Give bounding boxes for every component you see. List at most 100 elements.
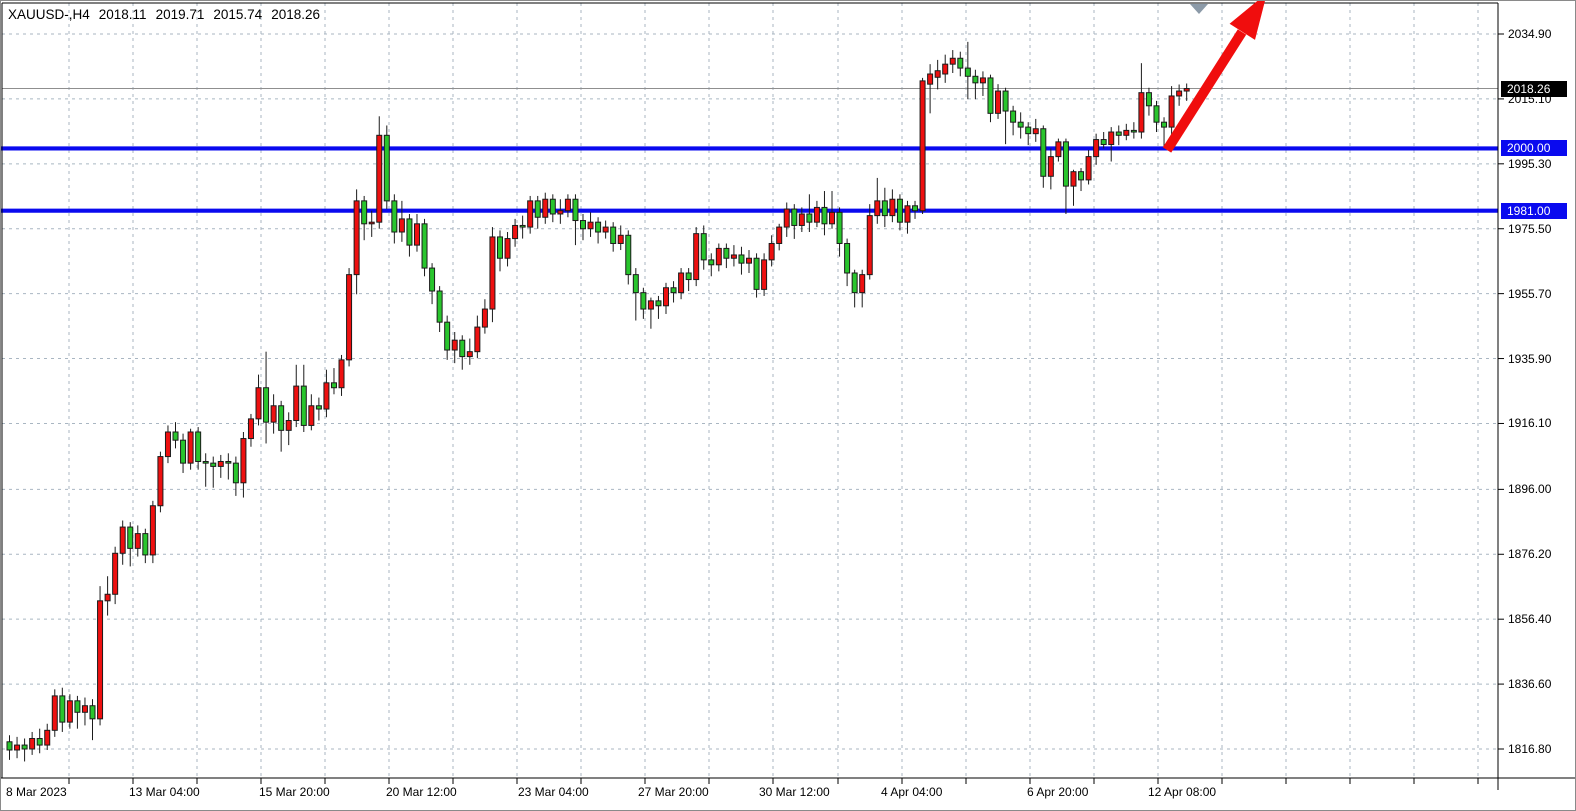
- candle-body: [942, 63, 949, 75]
- candle-body: [330, 382, 337, 389]
- chart-shift-marker-icon[interactable]: [1190, 4, 1208, 14]
- candle-body: [300, 385, 307, 426]
- candle-body: [753, 257, 760, 290]
- price-tick-label: 1876.20: [1508, 547, 1552, 562]
- candle-body: [59, 695, 66, 723]
- candle-body: [14, 744, 21, 751]
- candle-body: [1130, 129, 1137, 133]
- plot-background[interactable]: [2, 3, 1498, 778]
- candle-body: [549, 198, 556, 215]
- candle-body: [489, 236, 496, 310]
- price-tick-label: 1836.60: [1508, 677, 1552, 692]
- candle-body: [602, 226, 609, 233]
- candle-body: [29, 738, 36, 750]
- candle-body: [240, 438, 247, 484]
- price-tick-label: 2034.90: [1508, 27, 1552, 41]
- trend-arrow-head[interactable]: [1229, 1, 1267, 40]
- candle-body: [119, 526, 126, 554]
- candle-body: [738, 254, 745, 264]
- candle-body: [708, 259, 715, 266]
- time-axis[interactable]: 8 Mar 2023 13 Mar 04:00 15 Mar 20:00 20 Mar…: [1, 779, 1575, 810]
- candle-body: [1062, 141, 1069, 187]
- candle-body: [829, 211, 836, 225]
- candle-body: [44, 729, 51, 746]
- candle-body: [979, 77, 986, 84]
- candle-body: [164, 431, 171, 458]
- candle-body: [293, 385, 300, 422]
- candle-body: [791, 208, 798, 226]
- candle-body: [1100, 139, 1107, 145]
- price-tick-label: 1975.50: [1508, 221, 1552, 236]
- candle-body: [504, 238, 511, 259]
- candle-body: [693, 233, 700, 281]
- candle-body: [398, 218, 405, 233]
- candle-body: [187, 431, 194, 464]
- candle-body: [783, 208, 790, 228]
- candle-body: [323, 382, 330, 410]
- candle-body: [104, 593, 111, 602]
- resistance-price-tag-2000: 2000.00: [1501, 140, 1567, 157]
- time-tick-label: 13 Mar 04:00: [129, 785, 200, 799]
- candle-body: [1010, 110, 1017, 123]
- candle-body: [1123, 129, 1130, 136]
- candle-body: [1085, 156, 1092, 181]
- candle-body: [625, 234, 632, 276]
- candle-body: [459, 339, 466, 358]
- candle-body: [700, 233, 707, 261]
- candle-body: [678, 272, 685, 294]
- candle-body: [949, 57, 956, 65]
- candle-body: [730, 254, 737, 259]
- ohlc-close: 2018.26: [271, 7, 321, 22]
- candle-body: [142, 533, 149, 556]
- price-tick-label: 1995.30: [1508, 156, 1552, 171]
- candle-body: [263, 387, 270, 423]
- candle-body: [647, 300, 654, 310]
- candle-body: [406, 218, 413, 246]
- candle-body: [1138, 92, 1145, 133]
- candle-body: [1145, 92, 1152, 107]
- candle-body: [368, 221, 375, 225]
- candle-body: [481, 308, 488, 328]
- price-tick-label: 1896.00: [1508, 482, 1552, 497]
- candle-body: [919, 80, 926, 212]
- candle-body: [413, 223, 420, 246]
- time-tick-label: 8 Mar 2023: [6, 785, 67, 799]
- candle-body: [776, 226, 783, 244]
- candle-body: [436, 290, 443, 323]
- candle-body: [66, 700, 73, 723]
- time-tick-label: 12 Apr 08:00: [1148, 785, 1217, 799]
- candle-body: [655, 300, 662, 307]
- level-1981-value: 1981.00: [1507, 203, 1551, 218]
- price-axis[interactable]: 2018.26 2000.00 1981.00 2034.90 2015.10 19…: [1499, 1, 1575, 778]
- candle-body: [927, 73, 934, 85]
- candle-body: [74, 700, 81, 713]
- candle-body: [1040, 128, 1047, 177]
- level-2000-value: 2000.00: [1507, 141, 1551, 156]
- candle-body: [247, 418, 254, 440]
- price-tick-label: 1935.90: [1508, 351, 1552, 366]
- candle-body: [972, 75, 979, 84]
- candle-body: [217, 460, 224, 467]
- candle-body: [338, 359, 345, 389]
- candle-body: [1025, 126, 1032, 135]
- price-tick-label: 1816.80: [1508, 742, 1552, 756]
- candle-body: [225, 460, 232, 464]
- candle-body: [896, 198, 903, 223]
- candle-body: [346, 274, 353, 361]
- candle-body: [285, 420, 292, 431]
- candle-body: [542, 198, 549, 218]
- current-price-tag: 2018.26: [1501, 80, 1567, 97]
- candle-body: [610, 226, 617, 244]
- candle-body: [670, 287, 677, 294]
- candle-body: [874, 200, 881, 217]
- candle-body: [172, 431, 179, 441]
- candle-body: [51, 695, 58, 731]
- time-tick-label: 23 Mar 04:00: [518, 785, 589, 799]
- candle-body: [127, 526, 134, 549]
- candle-body: [640, 292, 647, 310]
- candle-body: [361, 200, 368, 225]
- trend-arrow-shaft[interactable]: [1162, 29, 1247, 153]
- candle-body: [1108, 131, 1115, 145]
- candle-body: [1055, 141, 1062, 158]
